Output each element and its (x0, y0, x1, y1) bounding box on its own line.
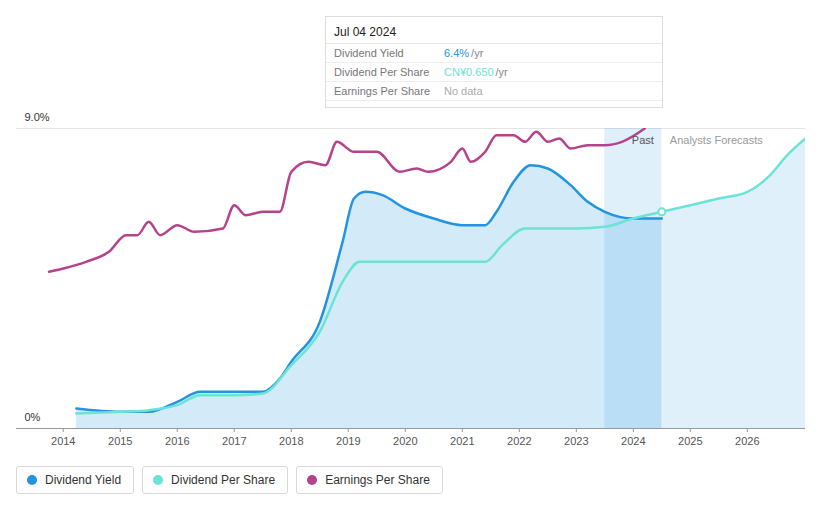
svg-text:2024: 2024 (621, 435, 645, 447)
svg-text:2022: 2022 (507, 435, 531, 447)
svg-text:2016: 2016 (165, 435, 189, 447)
svg-text:2020: 2020 (393, 435, 417, 447)
html-text:Jul 04 2024: Jul 04 2024 (334, 25, 397, 39)
svg-text:2018: 2018 (279, 435, 303, 447)
svg-text:2021: 2021 (450, 435, 474, 447)
svg-text:Analysts Forecasts: Analysts Forecasts (670, 134, 763, 146)
svg-text:2026: 2026 (735, 435, 759, 447)
html-text:Earnings Per Share: Earnings Per Share (325, 473, 430, 487)
svg-text:2017: 2017 (222, 435, 246, 447)
svg-text:2014: 2014 (51, 435, 75, 447)
svg-text:2015: 2015 (108, 435, 132, 447)
svg-text:Past: Past (632, 134, 654, 146)
html-text:Dividend Yield: Dividend Yield (45, 473, 122, 487)
html-text:No data: No data (444, 85, 483, 97)
svg-text:0%: 0% (25, 411, 41, 423)
svg-text:2025: 2025 (678, 435, 702, 447)
html-text:CN¥0.650 /yr: CN¥0.650 /yr (444, 66, 508, 78)
html-text:Earnings Per Share: Earnings Per Share (334, 85, 430, 97)
html-text:Dividend Yield: Dividend Yield (334, 47, 404, 59)
html-text:6.4% /yr: 6.4% /yr (444, 47, 484, 59)
svg-text:9.0%: 9.0% (25, 111, 50, 123)
svg-text:2019: 2019 (336, 435, 360, 447)
html-text:Dividend Per Share: Dividend Per Share (171, 473, 276, 487)
html-text:Dividend Per Share: Dividend Per Share (334, 66, 430, 78)
svg-text:2023: 2023 (564, 435, 588, 447)
